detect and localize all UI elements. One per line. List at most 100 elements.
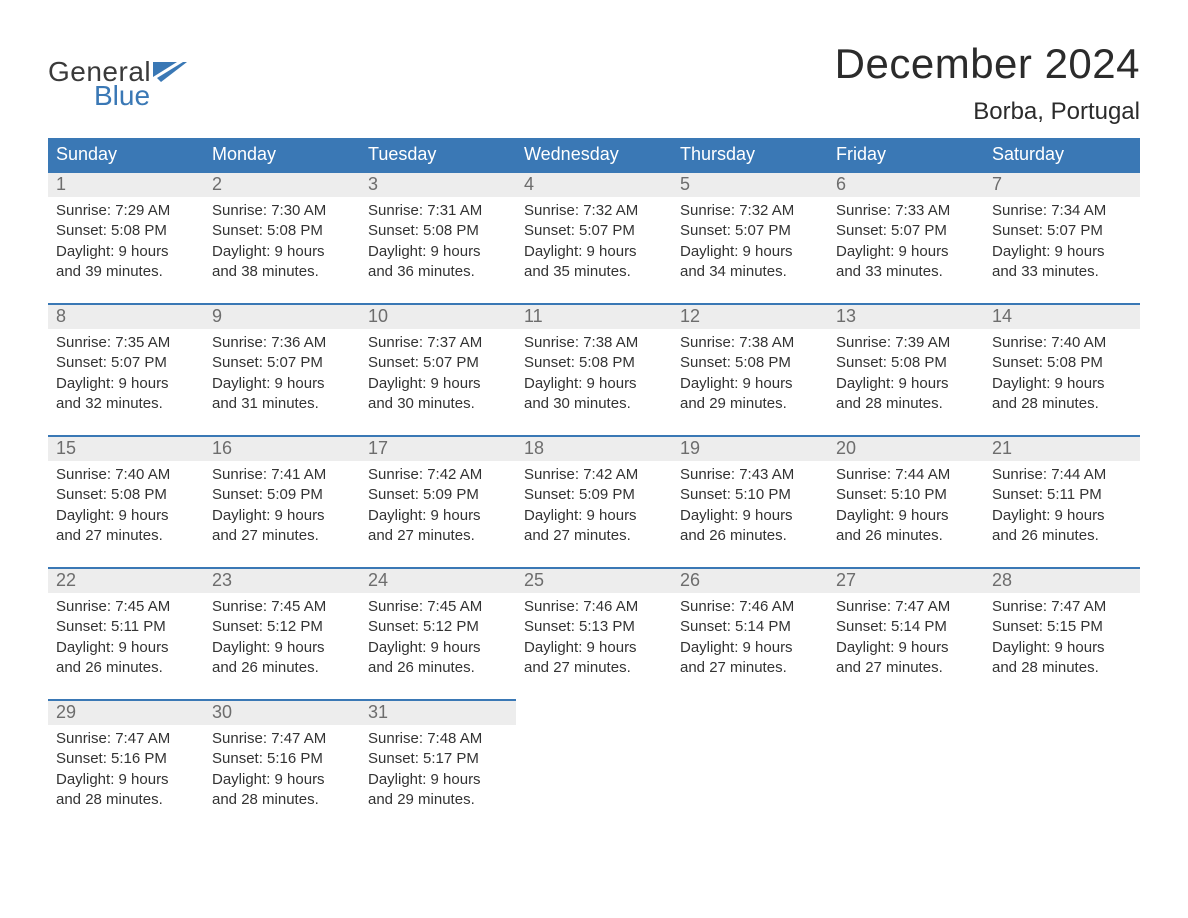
calendar-cell: 17Sunrise: 7:42 AMSunset: 5:09 PMDayligh… bbox=[360, 435, 516, 567]
calendar-cell: 30Sunrise: 7:47 AMSunset: 5:16 PMDayligh… bbox=[204, 699, 360, 831]
calendar-cell: 4Sunrise: 7:32 AMSunset: 5:07 PMDaylight… bbox=[516, 171, 672, 303]
calendar-cell: 19Sunrise: 7:43 AMSunset: 5:10 PMDayligh… bbox=[672, 435, 828, 567]
day-body: Sunrise: 7:37 AMSunset: 5:07 PMDaylight:… bbox=[360, 329, 516, 422]
day-body: Sunrise: 7:45 AMSunset: 5:12 PMDaylight:… bbox=[360, 593, 516, 686]
calendar-cell bbox=[672, 699, 828, 831]
sunset-text: Sunset: 5:16 PM bbox=[56, 749, 196, 769]
daylight-line1: Daylight: 9 hours bbox=[524, 638, 664, 658]
day-body: Sunrise: 7:30 AMSunset: 5:08 PMDaylight:… bbox=[204, 197, 360, 290]
calendar-cell: 2Sunrise: 7:30 AMSunset: 5:08 PMDaylight… bbox=[204, 171, 360, 303]
title-block: December 2024 Borba, Portugal bbox=[835, 40, 1140, 126]
sunset-text: Sunset: 5:12 PM bbox=[212, 617, 352, 637]
day-body: Sunrise: 7:47 AMSunset: 5:15 PMDaylight:… bbox=[984, 593, 1140, 686]
daylight-line2: and 26 minutes. bbox=[56, 658, 196, 678]
sunset-text: Sunset: 5:07 PM bbox=[212, 353, 352, 373]
sunrise-text: Sunrise: 7:38 AM bbox=[524, 333, 664, 353]
daylight-line2: and 27 minutes. bbox=[524, 526, 664, 546]
sunset-text: Sunset: 5:07 PM bbox=[524, 221, 664, 241]
daylight-line2: and 28 minutes. bbox=[836, 394, 976, 414]
daylight-line1: Daylight: 9 hours bbox=[368, 638, 508, 658]
day-body: Sunrise: 7:45 AMSunset: 5:11 PMDaylight:… bbox=[48, 593, 204, 686]
calendar-cell: 1Sunrise: 7:29 AMSunset: 5:08 PMDaylight… bbox=[48, 171, 204, 303]
daylight-line1: Daylight: 9 hours bbox=[212, 242, 352, 262]
day-number: 16 bbox=[204, 435, 360, 461]
daylight-line1: Daylight: 9 hours bbox=[56, 506, 196, 526]
daylight-line1: Daylight: 9 hours bbox=[992, 638, 1132, 658]
day-number: 12 bbox=[672, 303, 828, 329]
sunrise-text: Sunrise: 7:45 AM bbox=[212, 597, 352, 617]
month-title: December 2024 bbox=[835, 40, 1140, 88]
calendar-cell: 5Sunrise: 7:32 AMSunset: 5:07 PMDaylight… bbox=[672, 171, 828, 303]
day-number: 30 bbox=[204, 699, 360, 725]
calendar-row: 29Sunrise: 7:47 AMSunset: 5:16 PMDayligh… bbox=[48, 699, 1140, 831]
daylight-line2: and 26 minutes. bbox=[992, 526, 1132, 546]
calendar-row: 22Sunrise: 7:45 AMSunset: 5:11 PMDayligh… bbox=[48, 567, 1140, 699]
calendar-cell: 15Sunrise: 7:40 AMSunset: 5:08 PMDayligh… bbox=[48, 435, 204, 567]
daylight-line2: and 39 minutes. bbox=[56, 262, 196, 282]
calendar-table: Sunday Monday Tuesday Wednesday Thursday… bbox=[48, 138, 1140, 831]
sunrise-text: Sunrise: 7:47 AM bbox=[836, 597, 976, 617]
sunrise-text: Sunrise: 7:32 AM bbox=[680, 201, 820, 221]
daylight-line1: Daylight: 9 hours bbox=[212, 638, 352, 658]
sunset-text: Sunset: 5:07 PM bbox=[836, 221, 976, 241]
day-body: Sunrise: 7:47 AMSunset: 5:16 PMDaylight:… bbox=[204, 725, 360, 818]
calendar-cell: 8Sunrise: 7:35 AMSunset: 5:07 PMDaylight… bbox=[48, 303, 204, 435]
day-number: 21 bbox=[984, 435, 1140, 461]
sunset-text: Sunset: 5:11 PM bbox=[56, 617, 196, 637]
sunset-text: Sunset: 5:13 PM bbox=[524, 617, 664, 637]
daylight-line1: Daylight: 9 hours bbox=[680, 242, 820, 262]
daylight-line1: Daylight: 9 hours bbox=[212, 506, 352, 526]
daylight-line2: and 30 minutes. bbox=[368, 394, 508, 414]
sunrise-text: Sunrise: 7:42 AM bbox=[368, 465, 508, 485]
sunrise-text: Sunrise: 7:33 AM bbox=[836, 201, 976, 221]
daylight-line2: and 26 minutes. bbox=[368, 658, 508, 678]
day-number: 14 bbox=[984, 303, 1140, 329]
sunrise-text: Sunrise: 7:42 AM bbox=[524, 465, 664, 485]
calendar-cell: 12Sunrise: 7:38 AMSunset: 5:08 PMDayligh… bbox=[672, 303, 828, 435]
daylight-line1: Daylight: 9 hours bbox=[368, 242, 508, 262]
sunrise-text: Sunrise: 7:35 AM bbox=[56, 333, 196, 353]
daylight-line1: Daylight: 9 hours bbox=[56, 638, 196, 658]
daylight-line1: Daylight: 9 hours bbox=[836, 374, 976, 394]
daylight-line2: and 26 minutes. bbox=[212, 658, 352, 678]
calendar-cell: 6Sunrise: 7:33 AMSunset: 5:07 PMDaylight… bbox=[828, 171, 984, 303]
calendar-cell: 11Sunrise: 7:38 AMSunset: 5:08 PMDayligh… bbox=[516, 303, 672, 435]
day-body: Sunrise: 7:36 AMSunset: 5:07 PMDaylight:… bbox=[204, 329, 360, 422]
sunrise-text: Sunrise: 7:44 AM bbox=[992, 465, 1132, 485]
sunrise-text: Sunrise: 7:29 AM bbox=[56, 201, 196, 221]
sunrise-text: Sunrise: 7:38 AM bbox=[680, 333, 820, 353]
daylight-line1: Daylight: 9 hours bbox=[368, 506, 508, 526]
sunrise-text: Sunrise: 7:39 AM bbox=[836, 333, 976, 353]
daylight-line1: Daylight: 9 hours bbox=[56, 770, 196, 790]
sunrise-text: Sunrise: 7:37 AM bbox=[368, 333, 508, 353]
location-label: Borba, Portugal bbox=[835, 98, 1140, 126]
calendar-cell: 3Sunrise: 7:31 AMSunset: 5:08 PMDaylight… bbox=[360, 171, 516, 303]
sunrise-text: Sunrise: 7:46 AM bbox=[524, 597, 664, 617]
day-number: 20 bbox=[828, 435, 984, 461]
day-number: 1 bbox=[48, 171, 204, 197]
daylight-line2: and 26 minutes. bbox=[680, 526, 820, 546]
daylight-line1: Daylight: 9 hours bbox=[56, 242, 196, 262]
calendar-cell: 7Sunrise: 7:34 AMSunset: 5:07 PMDaylight… bbox=[984, 171, 1140, 303]
calendar-cell: 20Sunrise: 7:44 AMSunset: 5:10 PMDayligh… bbox=[828, 435, 984, 567]
day-number: 7 bbox=[984, 171, 1140, 197]
sunrise-text: Sunrise: 7:36 AM bbox=[212, 333, 352, 353]
header-row: General Blue December 2024 Borba, Portug… bbox=[48, 40, 1140, 126]
sunrise-text: Sunrise: 7:31 AM bbox=[368, 201, 508, 221]
sunrise-text: Sunrise: 7:43 AM bbox=[680, 465, 820, 485]
sunrise-text: Sunrise: 7:41 AM bbox=[212, 465, 352, 485]
weekday-header: Saturday bbox=[984, 138, 1140, 171]
sunset-text: Sunset: 5:09 PM bbox=[212, 485, 352, 505]
daylight-line1: Daylight: 9 hours bbox=[524, 242, 664, 262]
calendar-cell: 13Sunrise: 7:39 AMSunset: 5:08 PMDayligh… bbox=[828, 303, 984, 435]
calendar-cell: 21Sunrise: 7:44 AMSunset: 5:11 PMDayligh… bbox=[984, 435, 1140, 567]
day-body: Sunrise: 7:34 AMSunset: 5:07 PMDaylight:… bbox=[984, 197, 1140, 290]
logo-line2: Blue bbox=[48, 82, 151, 110]
calendar-cell: 28Sunrise: 7:47 AMSunset: 5:15 PMDayligh… bbox=[984, 567, 1140, 699]
calendar-cell: 10Sunrise: 7:37 AMSunset: 5:07 PMDayligh… bbox=[360, 303, 516, 435]
day-body: Sunrise: 7:43 AMSunset: 5:10 PMDaylight:… bbox=[672, 461, 828, 554]
day-number: 28 bbox=[984, 567, 1140, 593]
sunset-text: Sunset: 5:08 PM bbox=[836, 353, 976, 373]
sunset-text: Sunset: 5:16 PM bbox=[212, 749, 352, 769]
weekday-header: Friday bbox=[828, 138, 984, 171]
